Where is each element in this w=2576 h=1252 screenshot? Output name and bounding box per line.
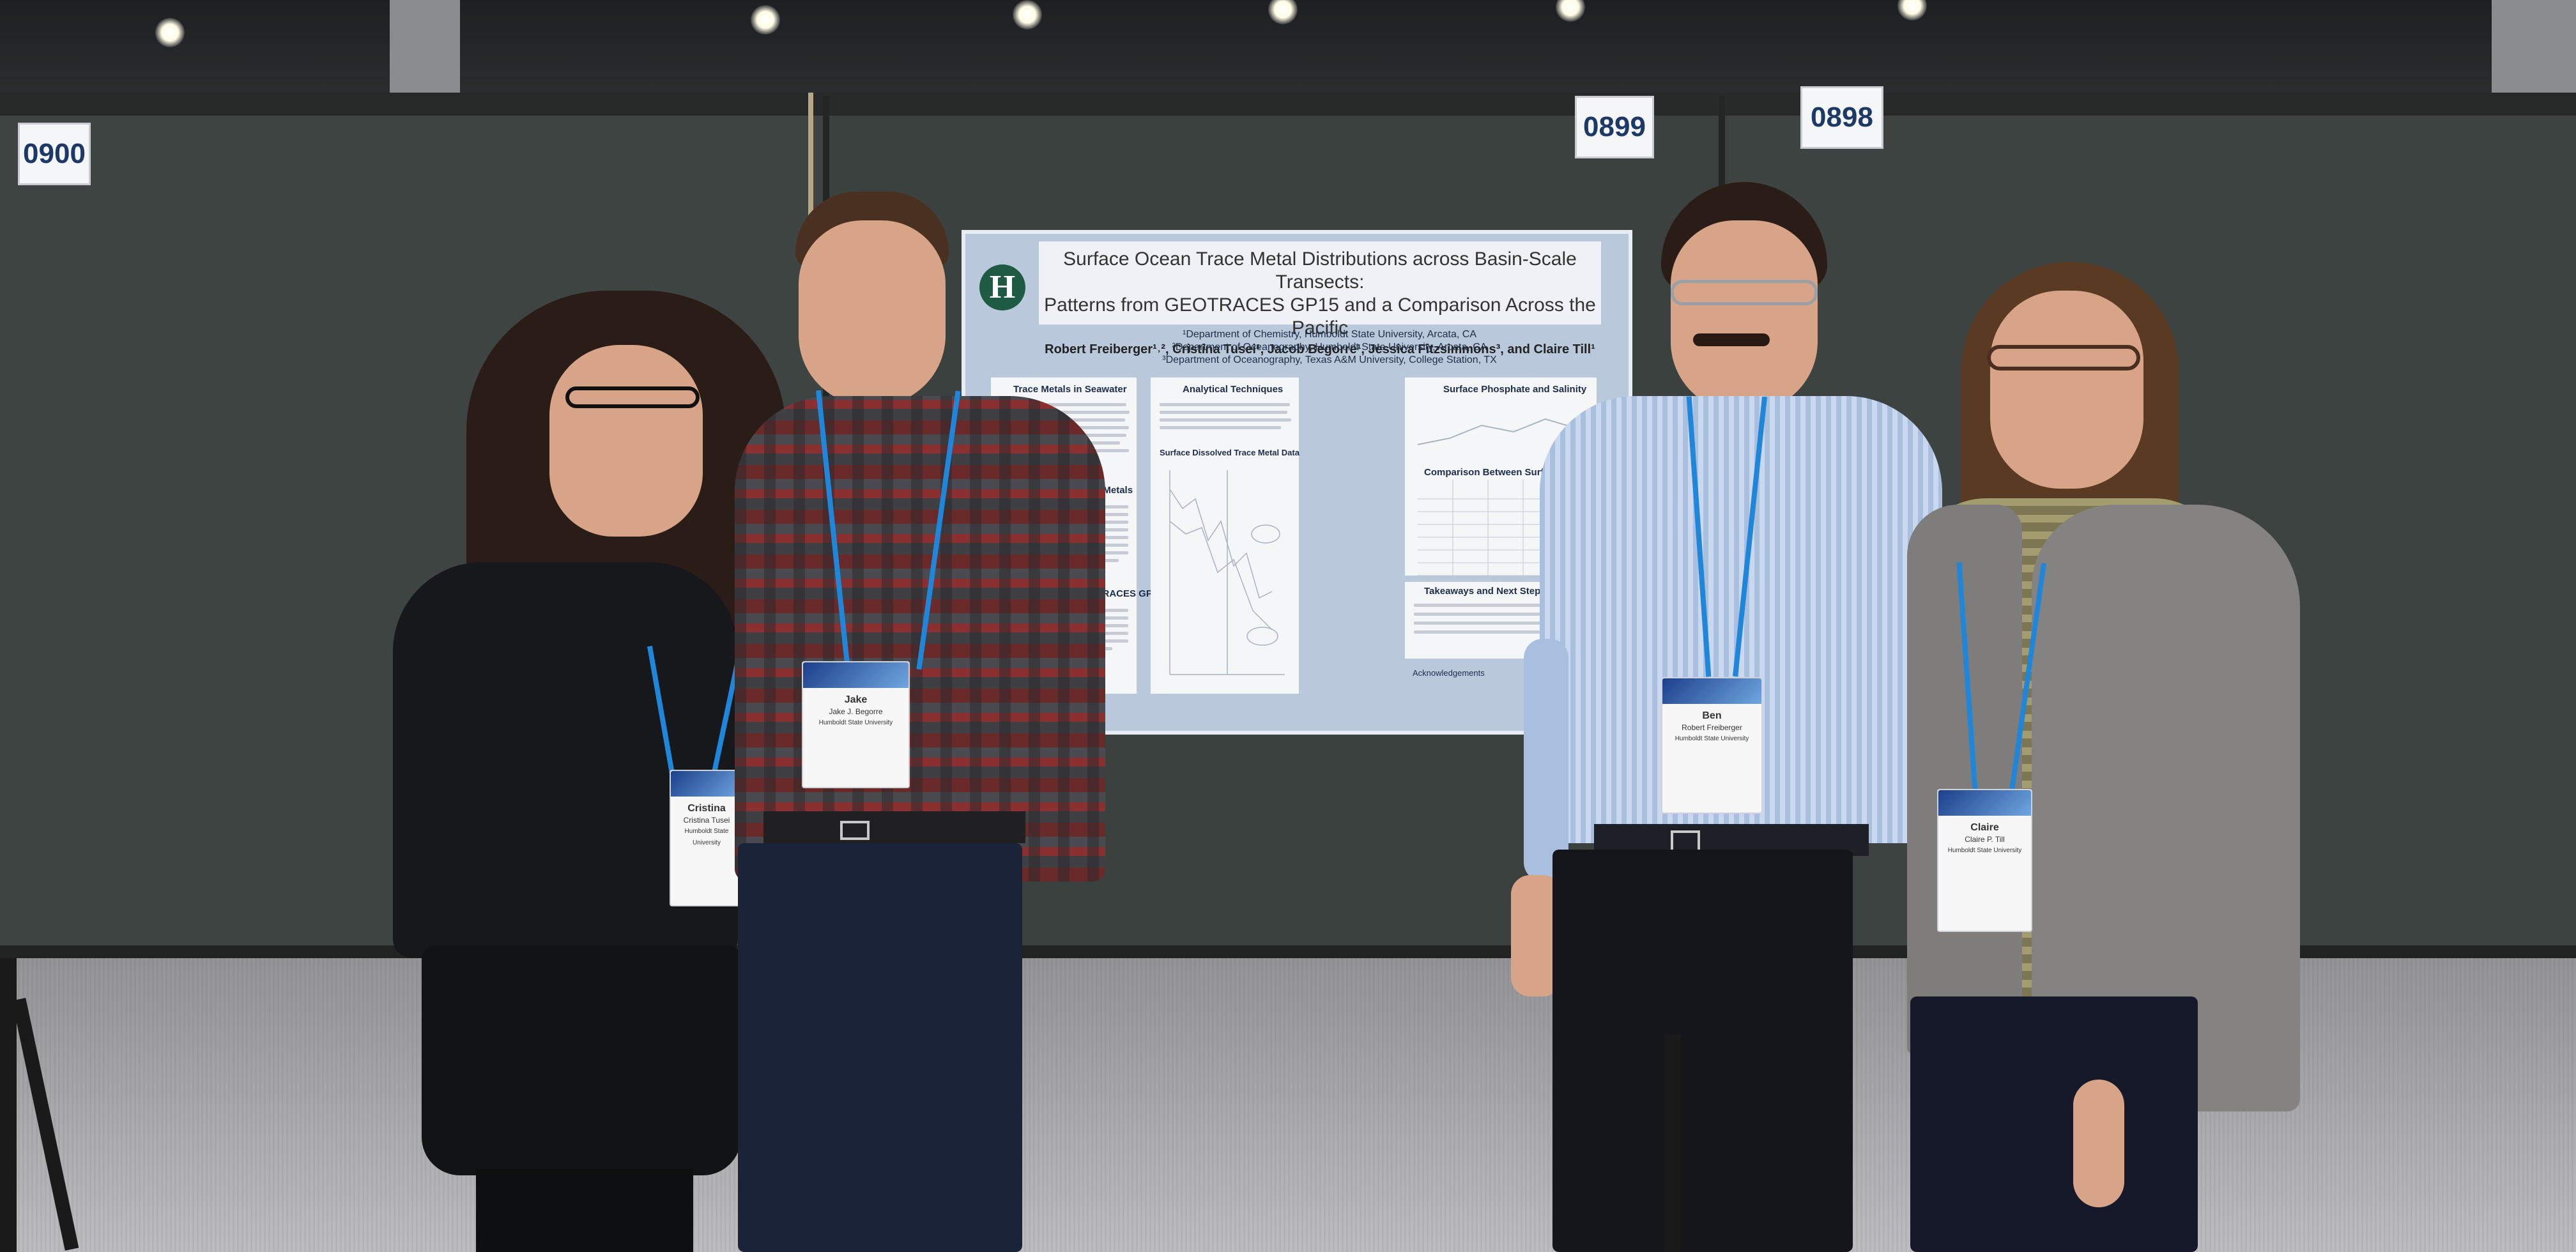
section-dissolved-data: Surface Dissolved Trace Metal Data	[1160, 448, 1300, 457]
ceiling-light	[155, 18, 185, 47]
ceiling-pillar	[2492, 0, 2576, 96]
badge-ben-org: Humboldt State University	[1675, 735, 1749, 742]
ceiling-light	[1013, 0, 1042, 29]
badge-cristina-full: Cristina Tusei	[683, 816, 730, 825]
section-takeaways: Takeaways and Next Steps	[1424, 586, 1546, 597]
badge-claire: Claire Claire P. Till Humboldt State Uni…	[1937, 789, 2032, 932]
badge-cristina-first: Cristina	[687, 803, 726, 814]
badge-jake-first: Jake	[844, 694, 868, 705]
booth-number-0900: 0900	[18, 123, 91, 185]
comparison-table	[1418, 480, 1558, 582]
poster-affiliations: ¹Department of Chemistry, Humboldt State…	[1131, 328, 1528, 367]
ceiling-light	[751, 5, 780, 34]
badge-cristina: Cristina Cristina Tusei Humboldt State U…	[670, 770, 744, 906]
ceiling-light	[1268, 0, 1298, 24]
booth-number-0899: 0899	[1575, 96, 1654, 158]
badge-jake: Jake Jake J. Begorre Humboldt State Univ…	[802, 661, 910, 788]
dissolved-metal-plots	[1169, 470, 1285, 675]
badge-jake-full: Jake J. Begorre	[829, 707, 883, 716]
ceiling-pillar	[390, 0, 460, 96]
badge-ben-first: Ben	[1702, 710, 1722, 721]
section-trace-metals: Trace Metals in Seawater	[1013, 384, 1127, 395]
poster-column-2: Analytical Techniques Surface Dissolved …	[1151, 378, 1300, 694]
affiliation-2: ²Department of Oceanography, Humboldt St…	[1172, 342, 1487, 353]
poster-title-line1: Surface Ocean Trace Metal Distributions …	[1063, 248, 1577, 293]
badge-claire-first: Claire	[1970, 822, 1999, 833]
badge-claire-full: Claire P. Till	[1965, 835, 2005, 844]
section-phosphate: Surface Phosphate and Salinity	[1443, 384, 1587, 395]
section-analytical: Analytical Techniques	[1183, 384, 1284, 395]
badge-ben: Ben Robert Freiberger Humboldt State Uni…	[1661, 677, 1763, 814]
booth-number-0898: 0898	[1800, 86, 1883, 149]
badge-jake-org: Humboldt State University	[818, 719, 893, 726]
section-acknowledgements: Acknowledgements	[1413, 668, 1485, 678]
poster-stand-pole	[1664, 1035, 1681, 1252]
poster-title-box: Surface Ocean Trace Metal Distributions …	[1039, 241, 1601, 356]
badge-cristina-org: Humboldt State University	[684, 828, 729, 846]
badge-ben-full: Robert Freiberger	[1682, 723, 1742, 732]
badge-claire-org: Humboldt State University	[1947, 847, 2022, 854]
university-logo: H	[979, 264, 1025, 310]
booth-pole	[808, 93, 813, 297]
affiliation-3: ³Department of Oceanography, Texas A&M U…	[1162, 355, 1497, 365]
poster-authors: Robert Freiberger¹˒², Cristina Tusei¹, J…	[1045, 342, 1595, 356]
affiliation-1: ¹Department of Chemistry, Humboldt State…	[1182, 329, 1476, 340]
phosphate-plot	[1417, 418, 1578, 445]
booth-frame	[0, 93, 2576, 116]
poster-title-line2: Patterns from GEOTRACES GP15 and a Compa…	[1044, 294, 1596, 339]
